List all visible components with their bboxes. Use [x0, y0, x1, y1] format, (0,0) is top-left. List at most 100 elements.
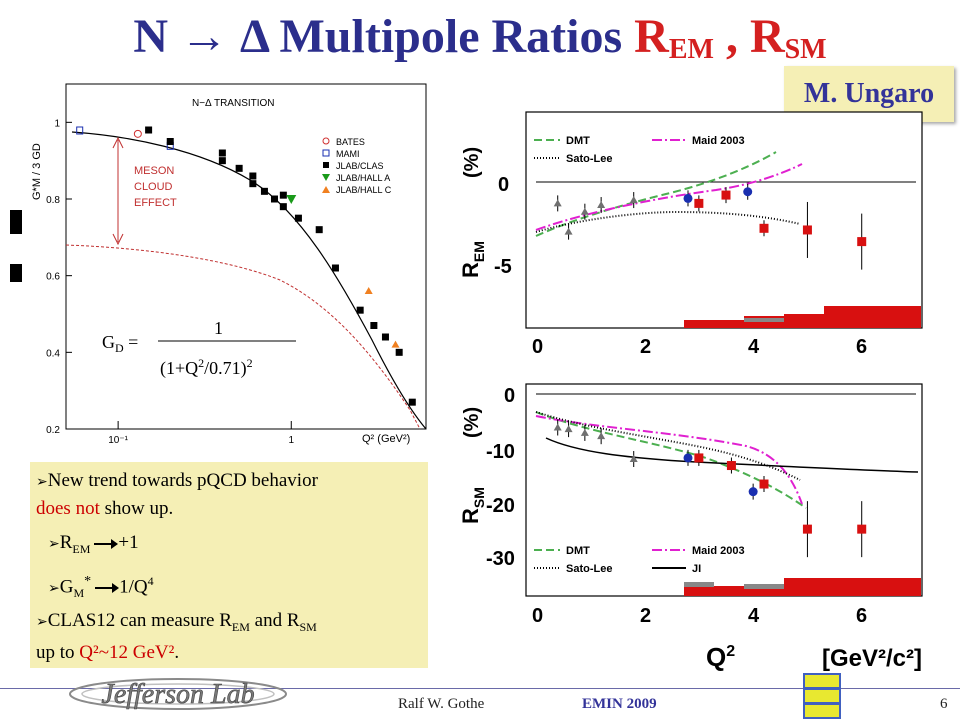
gm-xtick-label: 1 [288, 435, 294, 446]
rsm-sys-bar-gray [684, 582, 714, 587]
legend-clas: JLAB/CLAS [336, 161, 384, 171]
rem-point-red [759, 223, 769, 233]
annotation-meson: MESON [134, 165, 174, 177]
gm-point-jlab-clas [145, 126, 153, 134]
gm-point-jlab-clas [395, 348, 403, 356]
right-arrow-icon [95, 582, 120, 593]
gm-point-jlab-hall-c [391, 340, 400, 348]
rem-legend-satolee: Sato-Lee [566, 153, 612, 165]
rsm-xtick-0: 0 [532, 605, 543, 627]
rem-point-gray [564, 227, 573, 235]
rsm-ytick-0: 0 [504, 385, 515, 407]
rsm-point-gray [629, 455, 638, 463]
rsm-point-red [857, 524, 867, 534]
bullet-2: ➢REM +1 [48, 532, 139, 556]
rem-legend-dmt: DMT [566, 135, 590, 147]
annotation-cloud: CLOUD [134, 181, 173, 193]
rsm-xtick-3: 6 [856, 605, 867, 627]
rem-point-gray [553, 199, 562, 207]
rem-maid-curve [535, 163, 803, 231]
gm-point-jlab-clas [315, 226, 323, 234]
gm-point-jlab-hall-a [286, 195, 297, 204]
gm-ytick-label: 0.8 [46, 195, 60, 206]
gm-point-jlab-clas [381, 333, 389, 341]
gm-legend: BATES MAMI JLAB/CLAS JLAB/HALL A JLAB/HA… [322, 137, 392, 195]
rem-unit: (%) [461, 147, 483, 178]
legend-halla: JLAB/HALL A [336, 173, 390, 183]
rsm-legend-dmt: DMT [566, 545, 590, 557]
rsm-systematic-bars [684, 578, 921, 596]
title-rem: REM [634, 10, 714, 65]
jefferson-lab-logo: Jefferson Lab [69, 678, 287, 710]
bullet-marker-icon: ➢ [48, 537, 60, 552]
rem-xtick-3: 6 [856, 336, 867, 358]
rsm-frame [525, 383, 923, 597]
gm-ytick-label: 0.6 [46, 272, 60, 283]
bullet-marker-icon: ➢ [48, 581, 60, 597]
rsm-xtick-1: 2 [640, 605, 651, 627]
formula-num: 1 [214, 318, 223, 338]
gm-point-jlab-clas [408, 398, 416, 406]
bullet-marker-icon: ➢ [36, 615, 48, 630]
jlab-emblem-icon [803, 673, 841, 719]
rem-point-red [721, 190, 731, 200]
bullet-3: ➢GM* 1/Q4 [48, 574, 154, 601]
gm-point-jlab-clas [235, 164, 243, 172]
rsm-point-red [694, 453, 704, 463]
gm-xlabel: Q² (GeV²) [362, 433, 410, 445]
legend-halla-marker [322, 174, 330, 181]
rsm-point-blue [683, 453, 693, 463]
rem-ytick-0: 0 [498, 174, 509, 196]
gm-point-mami [76, 126, 84, 135]
rem-ytick-1: -5 [494, 256, 512, 278]
bullet-1-highlight: does not [36, 498, 100, 519]
gm-point-jlab-clas [331, 264, 339, 272]
rsm-point-red [802, 524, 812, 534]
rem-xtick-0: 0 [532, 336, 543, 358]
rem-point-red [694, 198, 704, 208]
gm-point-jlab-hall-c [364, 287, 373, 294]
formula-den: (1+Q2/0.71)2 [160, 356, 253, 379]
rem-chart: REM (%) 0 -5 0 2 4 6 DMT Maid 2003 Sato-… [458, 111, 923, 358]
rem-point-red [802, 225, 812, 235]
rsm-maid-curve [535, 415, 803, 505]
footer-author: Ralf W. Gothe [398, 696, 485, 712]
gm-model-curve [71, 131, 427, 430]
rem-point-gray [597, 201, 606, 209]
gm-point-bates [133, 129, 142, 138]
legend-hallc: JLAB/HALL C [336, 185, 392, 195]
logo-swoosh [69, 678, 287, 710]
annotation-effect: EFFECT [134, 197, 177, 209]
rem-xtick-2: 4 [748, 336, 760, 358]
rsm-sys-bar-gray [744, 584, 784, 589]
gm-point-jlab-clas [260, 187, 268, 195]
rsm-point-gray [580, 428, 589, 436]
rsm-point-red [759, 479, 769, 489]
rsm-ytick-1: -10 [486, 441, 515, 463]
rem-legend: DMT Maid 2003 Sato-Lee [534, 135, 745, 165]
gm-chart: N−Δ TRANSITION G*M / 3 GD Q² (GeV²) 0.2 0… [10, 83, 427, 446]
legend-clas-marker [323, 162, 329, 168]
logo-swoosh-inner [81, 683, 275, 705]
gm-ytick-label: 1 [54, 118, 60, 129]
gm-point-jlab-clas [294, 214, 302, 222]
gm-ylabel-fragment-2 [10, 264, 22, 282]
rem-legend-maid: Maid 2003 [692, 135, 745, 147]
gm-point-jlab-clas [279, 191, 287, 199]
legend-bates: BATES [336, 137, 365, 147]
gd-formula: GD = 1 (1+Q2/0.71)2 [102, 318, 296, 379]
gm-inner-title: N−Δ TRANSITION [192, 98, 275, 109]
bullet-1: ➢New trend towards pQCD behavior does no… [36, 470, 318, 519]
right-arrow-icon [94, 538, 119, 549]
rem-point-blue [743, 187, 753, 197]
rem-point-gray [629, 196, 638, 204]
gm-point-jlab-clas [270, 195, 278, 203]
gm-point-jlab-clas [166, 138, 174, 145]
gm-point-jlab-clas [356, 306, 364, 314]
rem-ylabel: REM [458, 241, 487, 278]
rem-sys-bar [714, 320, 744, 328]
gm-ylabel: G*M / 3 GD [31, 143, 43, 200]
rsm-sys-bar [714, 586, 744, 596]
rsm-satolee-curve [535, 411, 801, 481]
gm-point-jlab-clas [249, 172, 257, 180]
